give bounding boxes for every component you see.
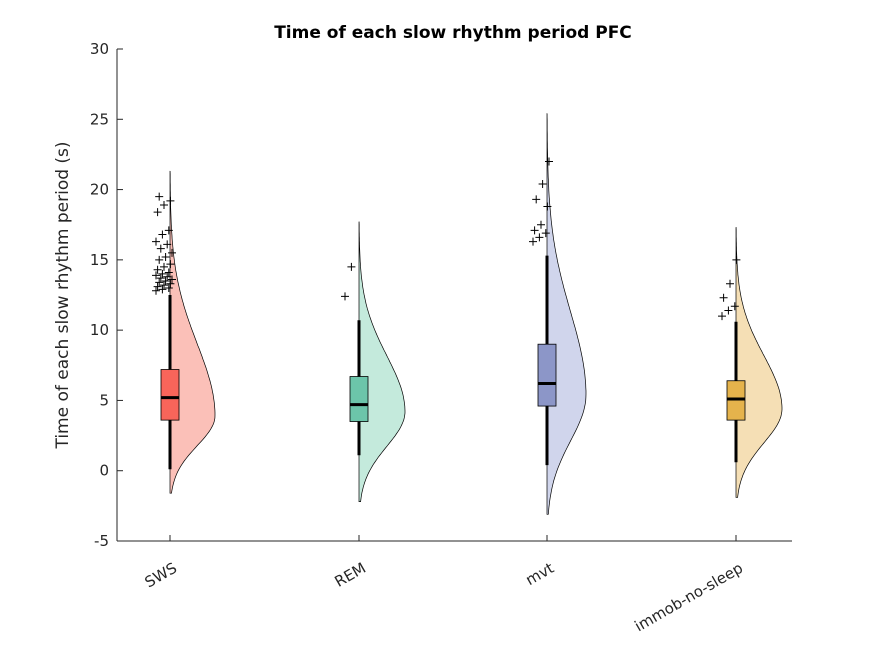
outlier-point	[158, 269, 167, 278]
violin-group-immob-no-sleep	[718, 227, 783, 498]
outlier-point	[152, 286, 160, 295]
outlier-point	[168, 275, 176, 284]
y-tick-label: 15	[90, 251, 109, 269]
y-tick-label: 0	[99, 462, 109, 480]
violin-half	[735, 227, 783, 498]
y-tick-label: 20	[90, 181, 109, 199]
outlier-point	[155, 278, 164, 287]
outlier-point	[530, 226, 539, 235]
outlier-point	[158, 230, 167, 239]
y-axis-label: Time of each slow rhythm period (s)	[53, 141, 73, 449]
x-tick-label: mvt	[523, 559, 558, 589]
outlier-point	[730, 302, 739, 311]
y-tick-label: -5	[94, 532, 109, 550]
outlier-point	[543, 202, 552, 211]
outlier-point	[164, 226, 173, 235]
outlier-point	[726, 279, 734, 288]
outlier-point	[538, 179, 547, 188]
outlier-point	[535, 233, 544, 242]
outlier-point	[532, 195, 541, 204]
outlier-point	[347, 262, 356, 271]
y-tick-label: 5	[99, 391, 109, 409]
outlier-point	[168, 248, 176, 257]
box	[160, 369, 180, 421]
outlier-point	[160, 262, 168, 271]
outlier-point	[166, 260, 175, 269]
violin-group-rem	[341, 221, 406, 502]
y-tick-label: 25	[90, 110, 109, 128]
violin-half	[358, 221, 406, 502]
box	[537, 343, 557, 407]
outlier-point	[153, 265, 162, 274]
outlier-point	[719, 293, 728, 302]
outlier-point	[732, 255, 741, 264]
outlier-point	[163, 272, 172, 281]
outlier-point	[152, 237, 160, 246]
outlier-point	[166, 196, 175, 205]
outlier-point	[166, 279, 175, 288]
x-tick-label: SWS	[142, 559, 180, 592]
outlier-point	[153, 282, 162, 291]
outlier-point	[160, 201, 168, 210]
plot-area	[152, 113, 783, 515]
outlier-point	[161, 253, 170, 262]
outlier-point	[152, 271, 160, 280]
outlier-point	[158, 285, 167, 294]
outlier-point	[160, 281, 168, 290]
x-axis: SWS REM mvt immob-no-sleep	[117, 535, 792, 635]
outlier-point	[164, 283, 173, 292]
outlier-point	[161, 276, 170, 285]
outlier-point	[529, 237, 537, 246]
chart-title: Time of each slow rhythm period PFC	[274, 23, 632, 43]
y-axis: -5 0 5 10 15 20 25 30	[90, 40, 123, 550]
outlier-point	[153, 208, 162, 217]
violin-half	[169, 170, 216, 494]
violin-group-sws	[152, 170, 216, 494]
outlier-point	[156, 244, 165, 253]
outlier-point	[541, 229, 550, 238]
outlier-point	[164, 268, 173, 277]
outlier-point	[163, 240, 172, 249]
x-tick-label: immob-no-sleep	[631, 559, 746, 636]
outlier-point	[724, 306, 733, 315]
y-tick-label: 10	[90, 321, 109, 339]
x-tick-label: REM	[332, 559, 369, 591]
outlier-point	[155, 192, 164, 201]
y-tick-label: 30	[90, 40, 109, 58]
box	[349, 376, 369, 422]
outlier-point	[156, 274, 165, 283]
outlier-point	[545, 157, 553, 166]
outlier-point	[718, 312, 726, 321]
outlier-point	[537, 220, 545, 229]
outlier-point	[341, 292, 349, 301]
outlier-point	[155, 255, 164, 264]
violin-half	[546, 113, 587, 515]
violin-group-mvt	[529, 113, 587, 515]
